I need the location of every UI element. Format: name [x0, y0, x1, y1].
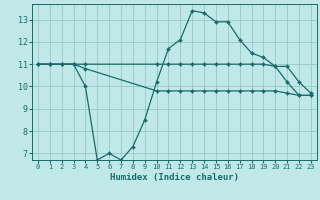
X-axis label: Humidex (Indice chaleur): Humidex (Indice chaleur) — [110, 173, 239, 182]
